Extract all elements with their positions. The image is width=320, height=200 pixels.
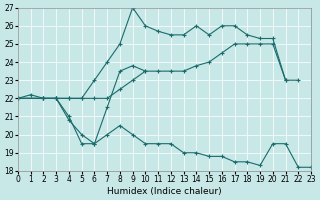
X-axis label: Humidex (Indice chaleur): Humidex (Indice chaleur) — [107, 187, 222, 196]
